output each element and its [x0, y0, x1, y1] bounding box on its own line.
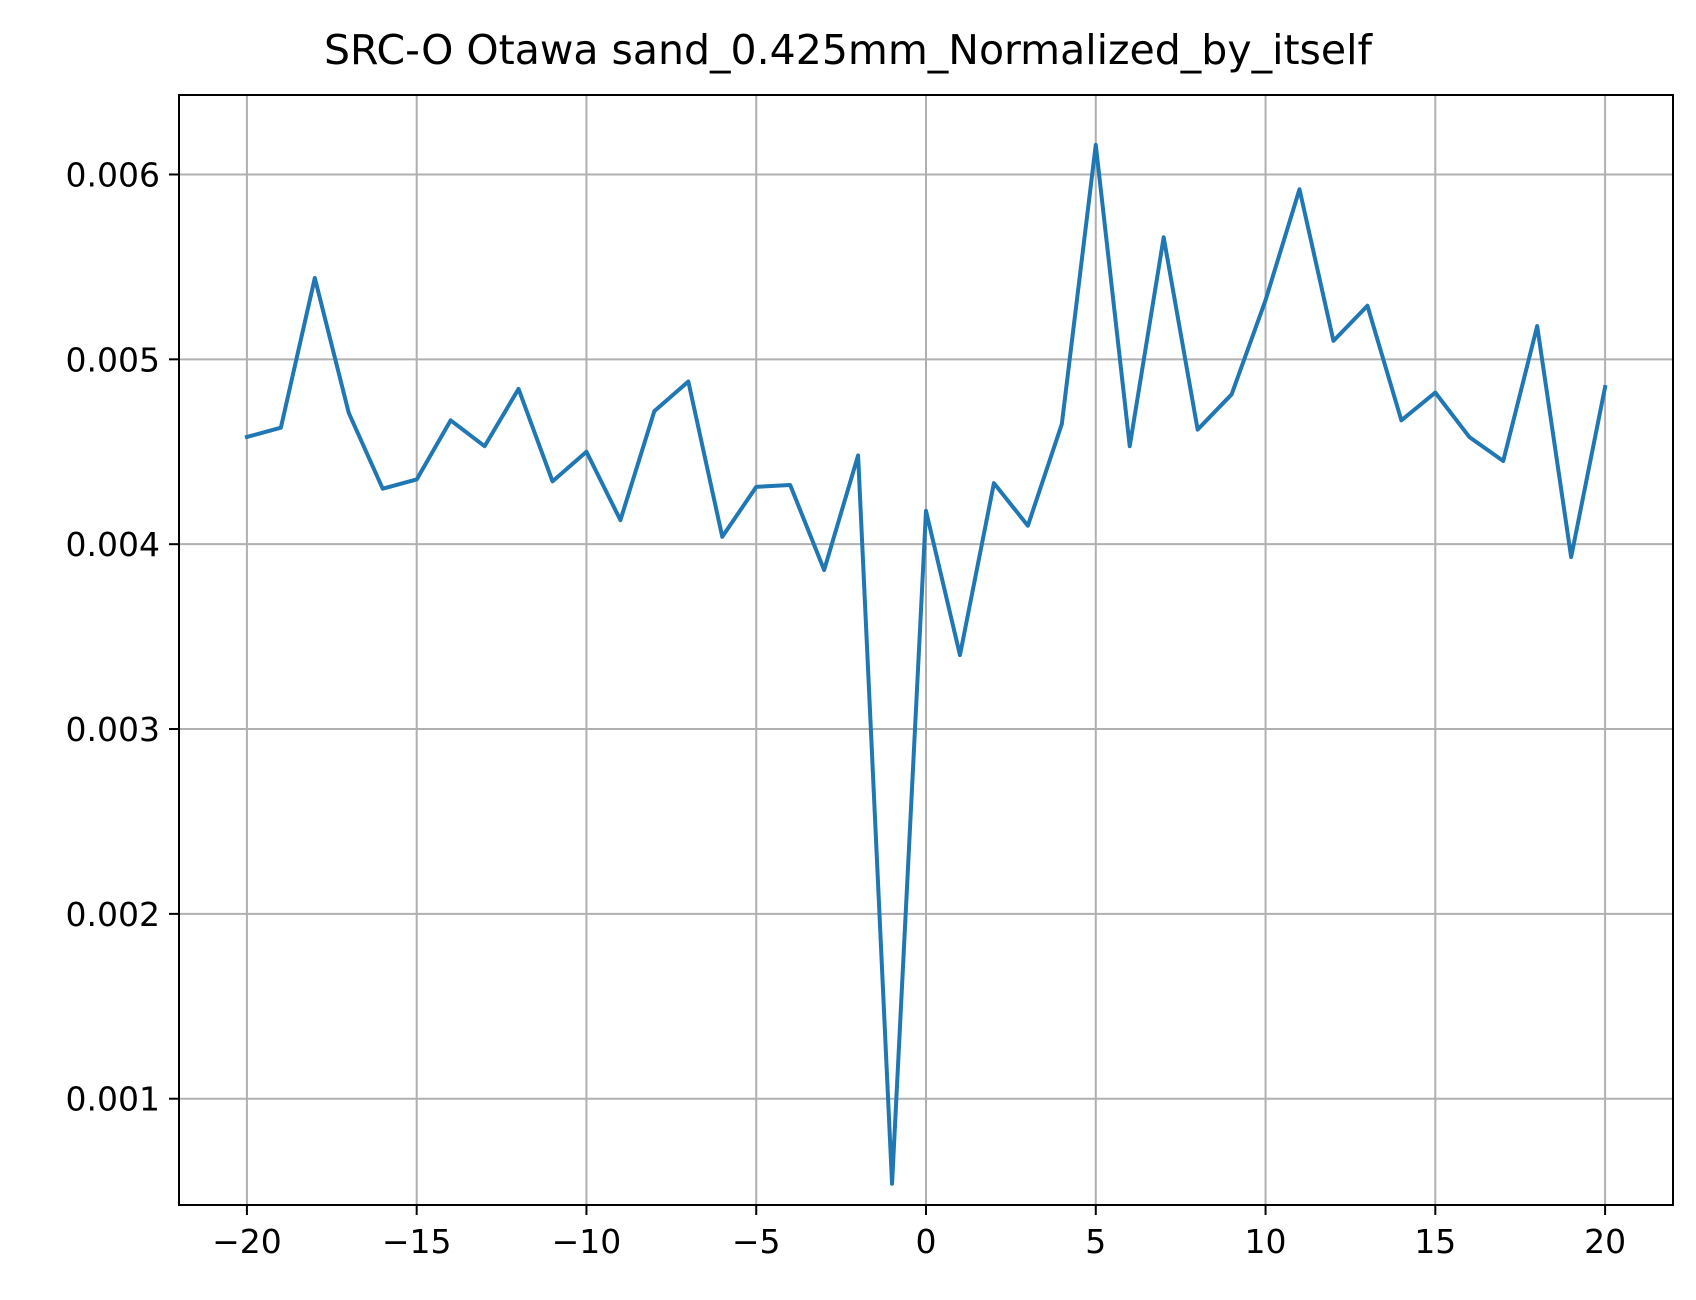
- x-tick-label: −5: [732, 1222, 781, 1261]
- series-layer: [244, 142, 1608, 1186]
- y-tick-label: 0.001: [66, 1080, 160, 1119]
- x-tick-label: 5: [1085, 1222, 1106, 1261]
- y-tick-label: 0.006: [66, 155, 160, 194]
- grid-lines: [179, 95, 1673, 1205]
- x-tick-label: −15: [382, 1222, 452, 1261]
- x-tick-label: 0: [916, 1222, 937, 1261]
- x-axis-ticks: −20 −15 −10 −5 0 5 10 15 20: [212, 1205, 1626, 1261]
- y-axis-ticks: 0.001 0.002 0.003 0.004 0.005 0.006: [66, 155, 179, 1119]
- x-tick-label: −20: [212, 1222, 282, 1261]
- y-tick-label: 0.004: [66, 525, 160, 564]
- x-tick-label: 10: [1245, 1222, 1287, 1261]
- series-line: [244, 142, 1608, 1186]
- x-tick-label: 20: [1584, 1222, 1626, 1261]
- x-tick-label: 15: [1414, 1222, 1456, 1261]
- chart-title: SRC-O Otawa sand_0.425mm_Normalized_by_i…: [324, 26, 1372, 74]
- y-tick-label: 0.002: [66, 895, 160, 934]
- y-tick-label: 0.005: [66, 340, 160, 379]
- x-tick-label: −10: [552, 1222, 622, 1261]
- y-tick-label: 0.003: [66, 710, 160, 749]
